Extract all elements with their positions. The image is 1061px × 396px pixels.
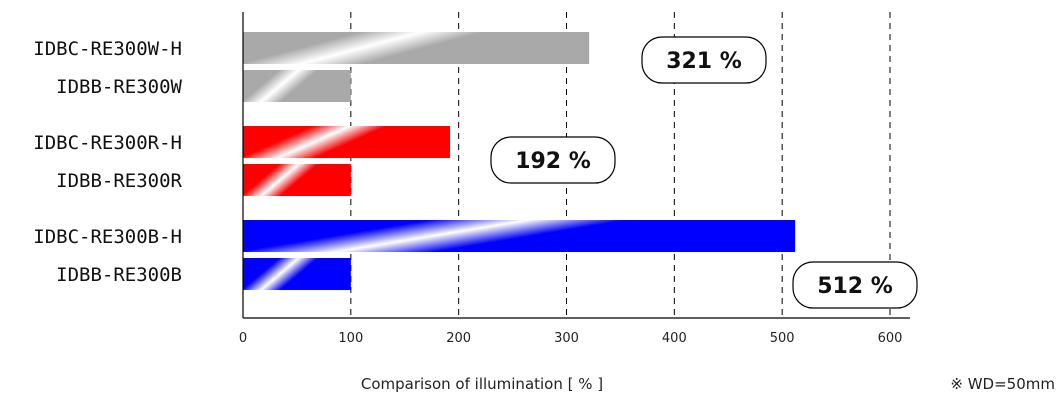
- x-tick-label: 600: [878, 331, 903, 346]
- axes: 0 100 200 300 400 500 600: [239, 12, 910, 346]
- bar-idbb-re300b: [243, 258, 351, 290]
- callout-box: [641, 36, 767, 84]
- category-label: IDBC-RE300W-H: [33, 38, 182, 60]
- category-label: IDBB-RE300B: [56, 264, 182, 286]
- bars: [243, 32, 796, 290]
- bar-idbb-re300w: [243, 70, 351, 102]
- x-tick-label: 100: [338, 331, 363, 346]
- x-tick-label: 0: [239, 331, 247, 346]
- callout-label: 512 %: [817, 274, 893, 299]
- callout-box: [490, 136, 616, 184]
- bar-idbc-re300r-h: [243, 126, 451, 158]
- category-label: IDBB-RE300W: [56, 76, 182, 98]
- x-tick-label: 500: [770, 331, 795, 346]
- x-tick-label: 200: [446, 331, 471, 346]
- callouts: 321 % 192 % 512 %: [490, 36, 918, 309]
- bar-idbb-re300r: [243, 164, 351, 196]
- wd-note: ※ WD=50mm: [950, 375, 1055, 393]
- callout-label: 192 %: [515, 149, 591, 174]
- bar-idbc-re300w-h: [243, 32, 590, 64]
- bar-idbc-re300b-h: [243, 220, 796, 252]
- callout-label: 321 %: [666, 49, 742, 74]
- x-tick-label: 300: [554, 331, 579, 346]
- category-label: IDBC-RE300B-H: [33, 226, 182, 248]
- x-axis-title: Comparison of illumination [ % ]: [361, 375, 603, 393]
- x-tick-label: 400: [662, 331, 687, 346]
- category-label: IDBC-RE300R-H: [33, 132, 182, 154]
- callout-box: [792, 261, 918, 309]
- category-label: IDBB-RE300R: [56, 170, 182, 192]
- category-labels: IDBC-RE300W-H IDBB-RE300W IDBC-RE300R-H IDB…: [33, 38, 182, 286]
